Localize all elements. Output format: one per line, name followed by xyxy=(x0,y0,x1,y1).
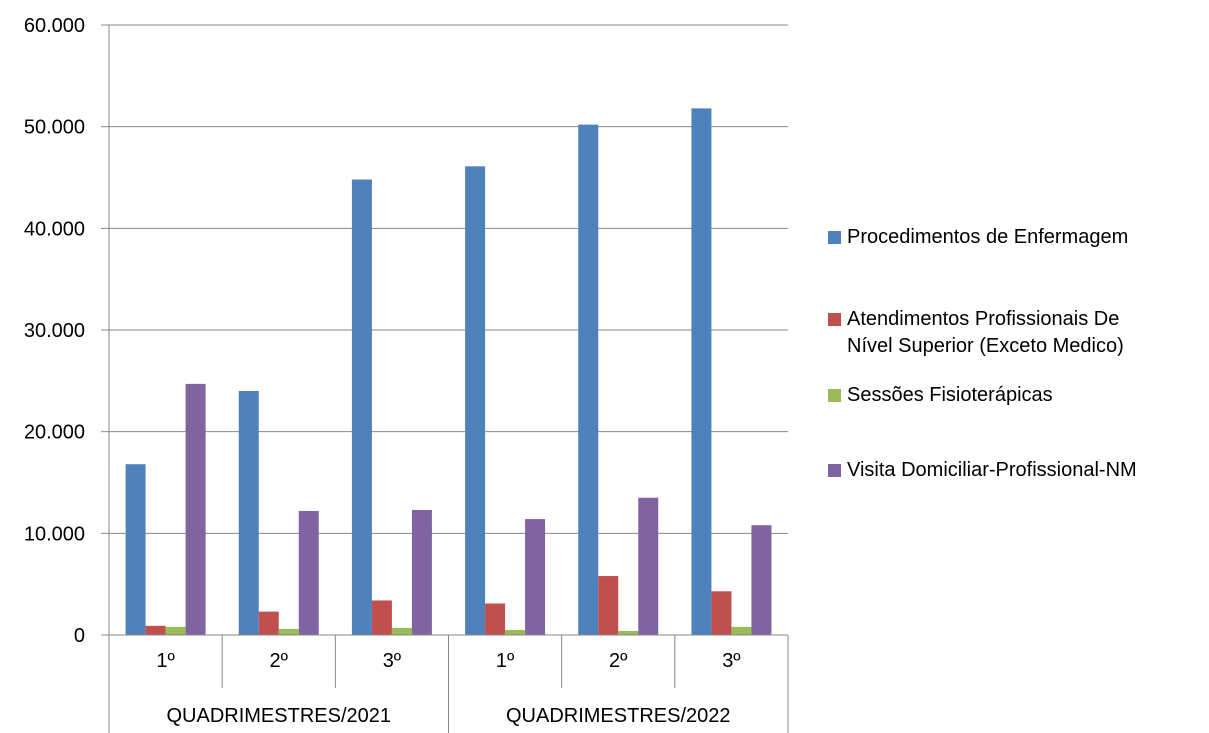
bar xyxy=(465,166,486,636)
bar xyxy=(411,509,432,635)
y-tick-label: 20.000 xyxy=(24,422,85,444)
bar xyxy=(391,627,412,635)
x-tick-label: 3º xyxy=(722,650,741,672)
bar xyxy=(165,626,186,635)
legend-item: Atendimentos Profissionais De Nível Supe… xyxy=(828,306,1124,360)
x-tick-label: 1º xyxy=(156,650,175,672)
bar xyxy=(751,525,772,635)
bar xyxy=(638,497,659,635)
x-group-label: QUADRIMESTRES/2022 xyxy=(506,705,731,727)
legend-item: Visita Domiciliar-Profissional-NM xyxy=(828,457,1137,484)
y-tick-labels: 0 10.000 20.000 30.000 40.000 50.000 60.000 xyxy=(24,15,85,647)
bar xyxy=(711,591,732,635)
bar xyxy=(578,124,599,635)
x-tick-label: 2º xyxy=(609,650,628,672)
x-tick-label: 2º xyxy=(270,650,289,672)
legend-swatch xyxy=(828,389,841,402)
bar xyxy=(691,108,712,635)
bar xyxy=(278,628,299,635)
bar xyxy=(618,630,639,635)
y-tick-label: 30.000 xyxy=(24,320,85,342)
y-tick-label: 40.000 xyxy=(24,218,85,240)
y-tick-label: 0 xyxy=(74,625,85,647)
legend-label: Atendimentos Profissionais De Nível Supe… xyxy=(847,308,1124,357)
bar xyxy=(371,600,392,635)
bar xyxy=(298,510,319,635)
x-category-labels: 1º 2º 3º 1º 2º 3º QUADRIMESTRES/2021 QUADRIMEST… xyxy=(156,650,741,727)
y-tick-label: 60.000 xyxy=(24,15,85,37)
bars xyxy=(125,108,772,636)
legend-swatch xyxy=(828,313,841,326)
y-tick-label: 50.000 xyxy=(24,117,85,139)
legend-label: Procedimentos de Enfermagem xyxy=(847,226,1129,248)
bar xyxy=(731,626,752,635)
gridlines xyxy=(109,24,788,534)
x-tick-label: 3º xyxy=(383,650,402,672)
legend-swatch xyxy=(828,231,841,244)
bar xyxy=(125,464,146,635)
x-tick-label: 1º xyxy=(496,650,515,672)
x-group-label: QUADRIMESTRES/2021 xyxy=(166,705,391,727)
legend-label: Visita Domiciliar-Profissional-NM xyxy=(847,459,1137,481)
bar xyxy=(525,519,546,635)
bar xyxy=(351,179,372,636)
legend-swatch xyxy=(828,464,841,477)
y-tick-label: 10.000 xyxy=(24,523,85,545)
bar xyxy=(185,383,206,635)
axes xyxy=(101,24,789,733)
bar xyxy=(505,629,526,635)
bar xyxy=(258,611,279,635)
legend-label: Sessões Fisioterápicas xyxy=(847,384,1053,406)
bar xyxy=(598,576,619,635)
legend-item: Sessões Fisioterápicas xyxy=(828,382,1053,409)
bar xyxy=(145,625,166,635)
legend-item: Procedimentos de Enfermagem xyxy=(828,224,1128,251)
bar xyxy=(485,603,506,635)
bar xyxy=(238,391,259,635)
